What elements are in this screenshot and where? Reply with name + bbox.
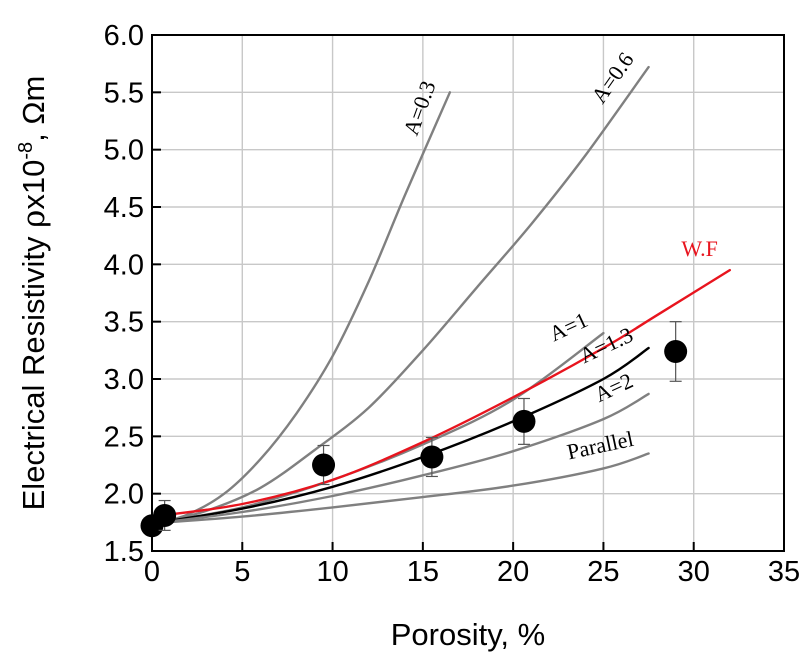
axis-ticks: 0 5 10 15 20 25 30 35 1.5 2.0 2.5 3.0 3.5 4.0 4.5 5.0 5.… [104,20,800,588]
y-tick-label: 5.5 [104,77,144,109]
y-tick-label: 6.0 [104,20,144,52]
series-line-a-0-6 [150,65,650,526]
y-tick-label: 1.5 [104,536,144,568]
data-point [153,503,177,527]
y-tick-label: 5.0 [104,135,144,167]
series-line-a-1 [150,331,605,525]
x-tick-label: 30 [678,556,710,588]
y-tick-label: 2.5 [104,421,144,453]
data-point [312,453,336,477]
data-point [664,339,688,363]
x-tick-label: 35 [768,556,800,588]
x-tick-label: 0 [144,556,160,588]
measured-points [140,321,688,538]
data-point [420,445,444,469]
series-line-a-0-3 [150,91,452,526]
y-tick-label: 3.0 [104,364,144,396]
y-tick-label: 4.5 [104,192,144,224]
series-label-a-2: A=2 [591,368,637,407]
series-line-w-f [150,268,731,518]
y-tick-label: 2.0 [104,479,144,511]
series-line-parallel [150,452,650,525]
y-axis-title-unit: , Ωm [16,76,51,142]
x-tick-label: 10 [316,556,348,588]
series-label-parallel: Parallel [565,426,636,464]
data-point [512,409,536,433]
x-axis-title: Porosity, % [391,617,545,652]
x-tick-label: 20 [497,556,529,588]
plot-frame [151,34,785,552]
series-line-a-2 [150,392,650,525]
series-label-a-0-6: A=0.6 [586,48,638,108]
y-tick-label: 3.5 [104,307,144,339]
y-axis-title-exponent: -8 [15,142,37,160]
y-axis-title: Electrical Resistivity ρx10-8, Ωm [15,76,52,511]
x-tick-label: 5 [234,556,250,588]
y-axis-title-times: x10 [16,160,51,210]
x-tick-label: 15 [407,556,439,588]
y-axis-title-rho: ρ [16,210,52,228]
x-tick-label: 25 [587,556,619,588]
y-axis-title-prefix: Electrical Resistivity [16,228,51,511]
series-label-w-f: W.F [681,236,717,261]
y-tick-label: 4.0 [104,249,144,281]
